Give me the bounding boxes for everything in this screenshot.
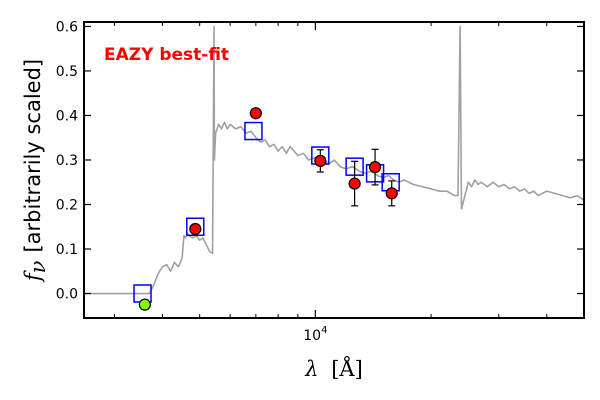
observed-flux-point bbox=[385, 187, 398, 200]
observed-flux-point bbox=[189, 222, 202, 236]
y-tick-label: 0.6 bbox=[56, 19, 78, 35]
plot-area bbox=[84, 25, 584, 311]
y-tick-label: 0.2 bbox=[56, 197, 78, 213]
observed-flux-point bbox=[314, 154, 327, 167]
y-tick-label: 0.0 bbox=[56, 287, 78, 303]
observed-flux-point bbox=[368, 161, 382, 174]
y-axis-label: fν [arbitrarily scaled] bbox=[21, 59, 50, 283]
y-tick-label: 0.5 bbox=[56, 64, 78, 80]
y-axis-label-group: fν [arbitrarily scaled] bbox=[21, 59, 50, 283]
x-tick-label-base: 10 bbox=[303, 328, 321, 344]
x-axis-label-unit: [Å] bbox=[331, 356, 363, 381]
plot-frame bbox=[83, 21, 585, 319]
plot-layer bbox=[84, 25, 584, 311]
x-tick-label: 104 bbox=[303, 325, 327, 344]
x-tick-label-exponent: 4 bbox=[321, 325, 327, 336]
y-axis-label-subscript: ν bbox=[26, 260, 50, 273]
y-axis-label-symbol: f bbox=[21, 270, 45, 283]
observed-flux-point bbox=[348, 177, 361, 190]
observed-flux-point bbox=[138, 298, 151, 311]
y-axis: 0.0 0.1 0.2 0.3 0.4 0.5 0.6 bbox=[56, 19, 584, 303]
observed-flux-point bbox=[249, 107, 262, 120]
y-tick-label: 0.4 bbox=[56, 108, 78, 124]
model-flux-box bbox=[186, 217, 205, 237]
template-sed-line bbox=[84, 25, 584, 295]
model-flux-box bbox=[244, 121, 263, 141]
x-axis-label: λ [Å] bbox=[304, 356, 363, 381]
x-axis-label-symbol: λ bbox=[304, 357, 318, 381]
y-tick-label: 0.3 bbox=[56, 153, 78, 169]
y-tick-label: 0.1 bbox=[56, 242, 78, 258]
x-axis: 104 bbox=[113, 22, 548, 344]
chart-annotation: EAZY best-fit bbox=[104, 45, 229, 65]
y-axis-label-text: [arbitrarily scaled] bbox=[21, 59, 45, 253]
